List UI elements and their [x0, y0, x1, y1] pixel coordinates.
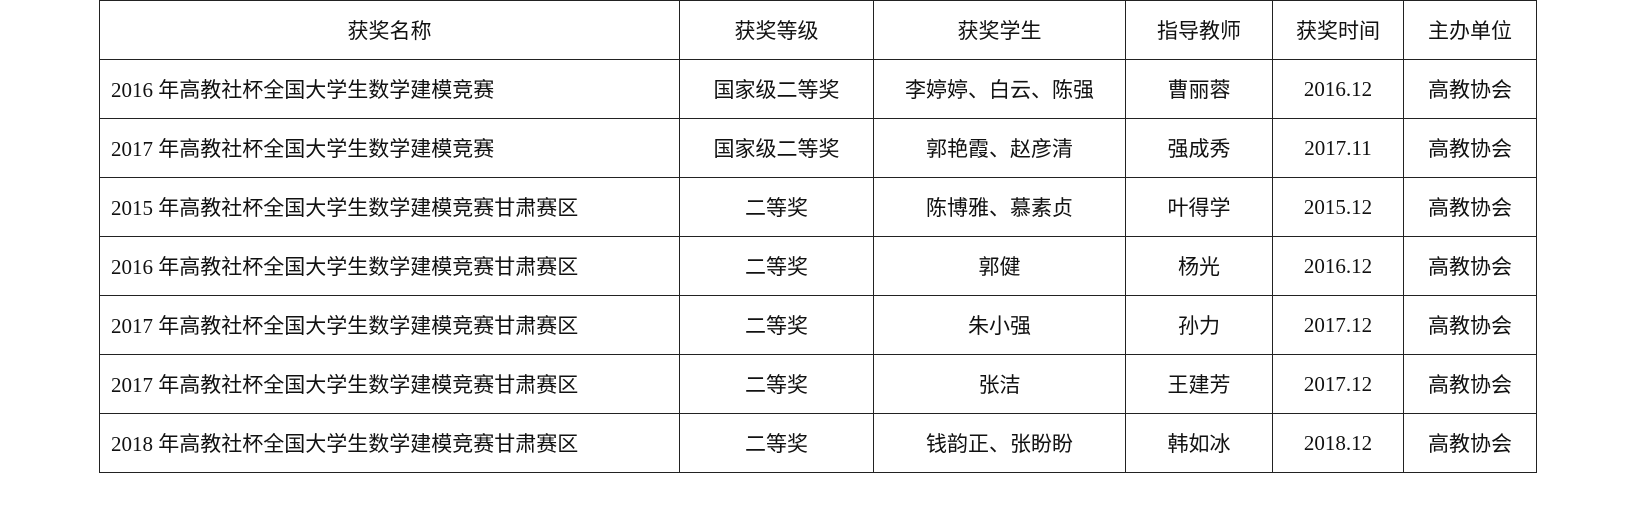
table-cell: 孙力 [1125, 295, 1273, 355]
table-body: 2016 年高教社杯全国大学生数学建模竞赛 国家级二等奖 李婷婷、白云、陈强 曹丽蓉 2… [99, 59, 1537, 473]
table-cell: 高教协会 [1403, 295, 1537, 355]
table-cell: 叶得学 [1125, 177, 1273, 237]
table-cell: 强成秀 [1125, 118, 1273, 178]
table-cell: 高教协会 [1403, 236, 1537, 296]
table-cell: 韩如冰 [1125, 413, 1273, 473]
table-row: 2017 年高教社杯全国大学生数学建模竞赛甘肃赛区 二等奖 朱小强 孙力 2017.12… [99, 295, 1537, 355]
table-cell: 杨光 [1125, 236, 1273, 296]
table-cell: 朱小强 [873, 295, 1126, 355]
table-cell: 2015 年高教社杯全国大学生数学建模竞赛甘肃赛区 [99, 177, 680, 237]
header-cell: 主办单位 [1403, 0, 1537, 60]
table-cell: 2016 年高教社杯全国大学生数学建模竞赛 [99, 59, 680, 119]
table-cell: 二等奖 [679, 177, 874, 237]
table-cell: 高教协会 [1403, 354, 1537, 414]
table-row: 2016 年高教社杯全国大学生数学建模竞赛 国家级二等奖 李婷婷、白云、陈强 曹丽蓉 2… [99, 59, 1537, 119]
table-cell: 2016.12 [1272, 59, 1404, 119]
table-cell: 郭艳霞、赵彦清 [873, 118, 1126, 178]
table-cell: 2017.12 [1272, 295, 1404, 355]
header-cell: 获奖名称 [99, 0, 680, 60]
table-cell: 高教协会 [1403, 413, 1537, 473]
table-cell: 2016.12 [1272, 236, 1404, 296]
table-cell: 国家级二等奖 [679, 118, 874, 178]
header-cell: 获奖学生 [873, 0, 1126, 60]
table-row: 2015 年高教社杯全国大学生数学建模竞赛甘肃赛区 二等奖 陈博雅、慕素贞 叶得学 20… [99, 177, 1537, 237]
table-cell: 王建芳 [1125, 354, 1273, 414]
table-cell: 2016 年高教社杯全国大学生数学建模竞赛甘肃赛区 [99, 236, 680, 296]
table-cell: 2015.12 [1272, 177, 1404, 237]
table-cell: 2018.12 [1272, 413, 1404, 473]
table-cell: 国家级二等奖 [679, 59, 874, 119]
table-row: 2017 年高教社杯全国大学生数学建模竞赛甘肃赛区 二等奖 张洁 王建芳 2017.12… [99, 354, 1537, 414]
table-cell: 郭健 [873, 236, 1126, 296]
table-cell: 钱韵正、张盼盼 [873, 413, 1126, 473]
table-cell: 曹丽蓉 [1125, 59, 1273, 119]
table-cell: 李婷婷、白云、陈强 [873, 59, 1126, 119]
table-cell: 高教协会 [1403, 59, 1537, 119]
awards-table: 获奖名称 获奖等级 获奖学生 指导教师 获奖时间 主办单位 2016 年高教社杯全国大学生… [99, 0, 1537, 473]
header-cell: 获奖等级 [679, 0, 874, 60]
table-cell: 高教协会 [1403, 118, 1537, 178]
header-cell: 获奖时间 [1272, 0, 1404, 60]
table-cell: 高教协会 [1403, 177, 1537, 237]
table-row: 2017 年高教社杯全国大学生数学建模竞赛 国家级二等奖 郭艳霞、赵彦清 强成秀 201… [99, 118, 1537, 178]
table-cell: 二等奖 [679, 236, 874, 296]
table-cell: 2017 年高教社杯全国大学生数学建模竞赛 [99, 118, 680, 178]
table-cell: 二等奖 [679, 413, 874, 473]
table-cell: 张洁 [873, 354, 1126, 414]
table-row: 2016 年高教社杯全国大学生数学建模竞赛甘肃赛区 二等奖 郭健 杨光 2016.12 高… [99, 236, 1537, 296]
table-cell: 2017.11 [1272, 118, 1404, 178]
table-cell: 2017 年高教社杯全国大学生数学建模竞赛甘肃赛区 [99, 295, 680, 355]
table-row: 2018 年高教社杯全国大学生数学建模竞赛甘肃赛区 二等奖 钱韵正、张盼盼 韩如冰 20… [99, 413, 1537, 473]
table-cell: 2017.12 [1272, 354, 1404, 414]
header-row: 获奖名称 获奖等级 获奖学生 指导教师 获奖时间 主办单位 [99, 0, 1537, 60]
table-cell: 2018 年高教社杯全国大学生数学建模竞赛甘肃赛区 [99, 413, 680, 473]
table-cell: 二等奖 [679, 295, 874, 355]
table-cell: 陈博雅、慕素贞 [873, 177, 1126, 237]
header-cell: 指导教师 [1125, 0, 1273, 60]
table-cell: 二等奖 [679, 354, 874, 414]
table-cell: 2017 年高教社杯全国大学生数学建模竞赛甘肃赛区 [99, 354, 680, 414]
